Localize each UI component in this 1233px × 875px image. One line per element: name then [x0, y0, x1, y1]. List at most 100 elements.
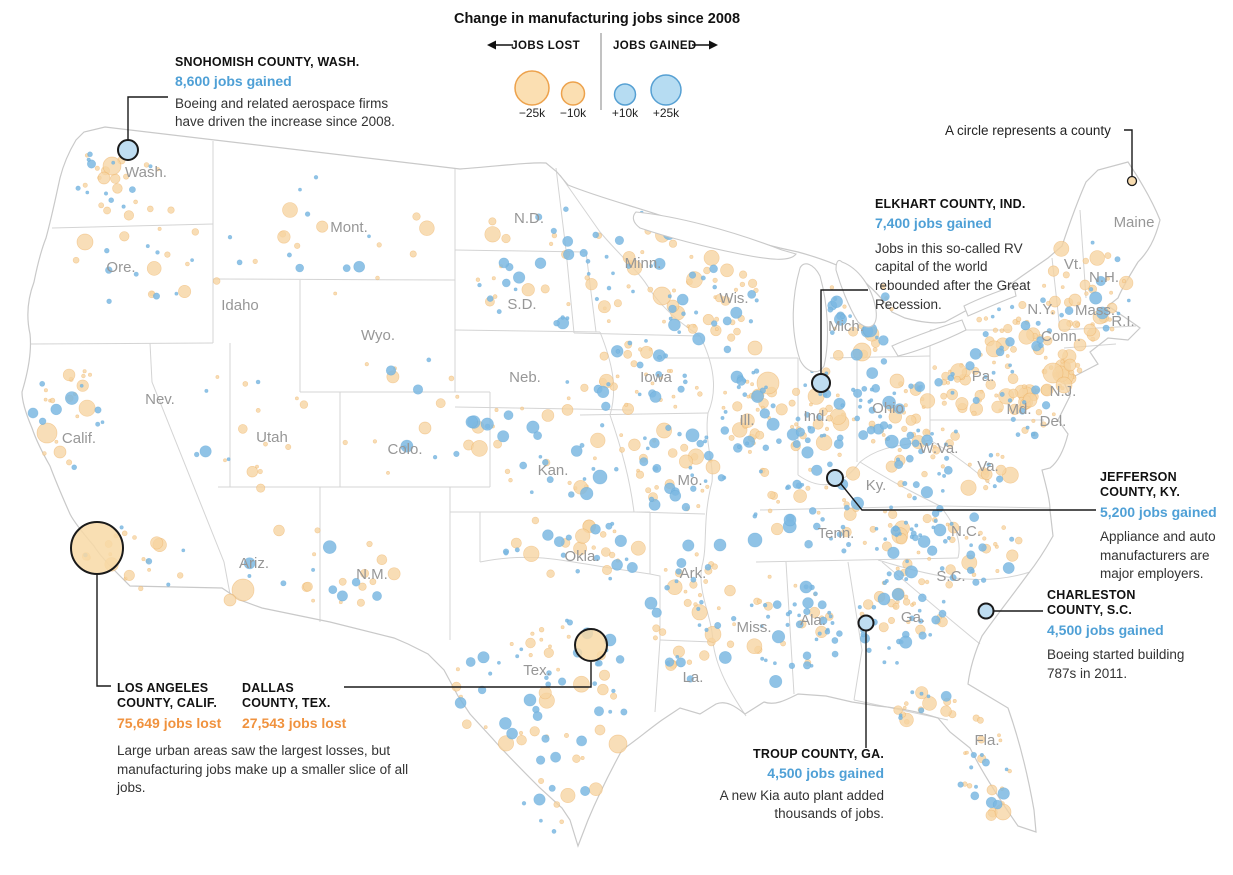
state-border-line	[829, 355, 931, 359]
county-dot	[792, 479, 802, 489]
county-dot	[895, 532, 908, 545]
county-dot	[932, 365, 938, 370]
county-dot	[1001, 525, 1007, 530]
county-dot	[813, 591, 818, 597]
county-dot	[509, 641, 514, 646]
county-dot	[299, 400, 309, 409]
county-dot	[78, 399, 96, 417]
county-dot	[945, 564, 956, 575]
county-dot	[82, 369, 87, 374]
county-dot	[816, 510, 821, 515]
county-dot	[545, 681, 552, 688]
county-dot	[576, 735, 587, 747]
county-dot	[969, 543, 974, 548]
county-dot	[952, 698, 957, 703]
county-dot	[740, 413, 755, 429]
county-dot	[608, 576, 613, 581]
county-dot	[1009, 304, 1015, 310]
county-dot	[615, 349, 621, 354]
county-dot	[88, 372, 93, 377]
county-dot-large	[877, 592, 891, 606]
county-dot	[181, 548, 186, 553]
county-dot	[940, 427, 945, 432]
legend-size-label-minus10k: −10k	[560, 106, 587, 120]
county-dot	[119, 231, 130, 242]
county-dot	[649, 437, 660, 449]
county-dot	[79, 383, 84, 388]
annotation-note: Appliance and auto manufacturers are maj…	[1100, 528, 1216, 582]
county-dot	[682, 539, 695, 552]
county-dot	[940, 690, 952, 702]
county-dot	[750, 382, 755, 387]
county-dot	[1107, 317, 1112, 322]
county-dot	[916, 550, 921, 555]
county-dot	[910, 690, 915, 695]
county-dot	[673, 404, 678, 409]
county-dot	[652, 624, 661, 633]
county-dot	[914, 523, 919, 528]
county-dot	[515, 654, 520, 659]
county-dot	[496, 660, 501, 665]
county-dot	[808, 507, 817, 515]
county-dot	[454, 697, 467, 709]
county-dot	[802, 661, 812, 670]
state-label: Wyo.	[361, 327, 395, 344]
state-label: Ark.	[680, 565, 707, 582]
county-dot	[648, 496, 655, 502]
state-border-line	[573, 332, 701, 337]
county-dot	[336, 590, 348, 602]
county-dot	[1062, 271, 1070, 279]
county-dot	[887, 646, 891, 650]
county-dot	[918, 533, 923, 538]
county-dot	[825, 404, 833, 413]
county-dot	[827, 306, 834, 313]
county-dot	[611, 559, 623, 571]
county-dot	[804, 411, 811, 418]
county-dot	[921, 434, 933, 447]
county-dot	[298, 187, 302, 192]
annotation-snohomish: SNOHOMISH COUNTY, WASH. 8,600 jobs gaine…	[175, 55, 415, 132]
state-label: N.Y.	[1027, 301, 1054, 318]
county-dot	[976, 316, 983, 323]
state-label: Kan.	[538, 462, 569, 479]
county-dot	[649, 390, 662, 403]
state-label: Iowa	[640, 369, 672, 386]
county-dot-large	[1042, 362, 1064, 384]
county-dot	[376, 242, 382, 248]
county-dot	[1007, 373, 1019, 385]
county-dot	[730, 306, 743, 319]
county-dot	[108, 197, 114, 203]
county-dot	[157, 226, 162, 231]
county-dot	[714, 327, 719, 332]
county-dot-large	[1079, 279, 1091, 291]
county-dot	[465, 415, 478, 429]
legend-circle-minus10k	[560, 81, 586, 106]
county-dot	[72, 256, 80, 264]
state-border-line	[759, 505, 941, 511]
county-dot	[824, 426, 830, 432]
county-dot	[580, 755, 585, 760]
county-dot	[360, 568, 370, 578]
county-dot	[610, 692, 618, 700]
county-dot	[553, 801, 561, 808]
county-dot	[726, 640, 735, 648]
state-label: Mich.	[828, 318, 864, 335]
county-dot	[1060, 359, 1065, 364]
county-dot	[529, 726, 540, 737]
county-dot	[1089, 250, 1105, 266]
county-dot	[688, 465, 693, 470]
county-dot	[817, 600, 827, 610]
county-dot	[575, 568, 581, 574]
county-dot	[614, 534, 627, 548]
county-dot	[671, 288, 676, 293]
county-dot	[715, 294, 724, 303]
county-dot-large	[102, 156, 122, 176]
county-dot	[600, 547, 611, 557]
county-dot	[795, 427, 806, 437]
county-dot	[664, 657, 675, 667]
county-dot	[49, 397, 56, 404]
county-dot	[922, 696, 937, 711]
county-dot	[965, 361, 975, 371]
county-dot	[712, 284, 718, 290]
